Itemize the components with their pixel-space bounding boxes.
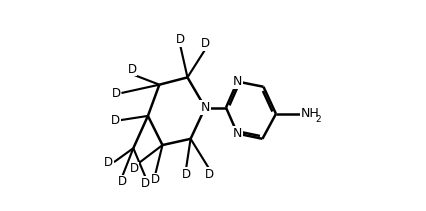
Text: D: D	[104, 156, 113, 169]
Text: D: D	[175, 33, 184, 46]
Text: D: D	[141, 177, 150, 190]
Text: N: N	[232, 127, 242, 140]
Text: N: N	[200, 101, 209, 114]
Text: D: D	[127, 63, 137, 76]
Text: D: D	[112, 87, 121, 100]
Text: D: D	[201, 37, 210, 50]
Text: NH: NH	[300, 107, 319, 120]
Text: D: D	[181, 168, 190, 181]
Text: D: D	[150, 173, 159, 186]
Text: 2: 2	[314, 115, 320, 123]
Text: D: D	[118, 175, 127, 188]
Text: D: D	[204, 168, 213, 181]
Text: D: D	[129, 162, 138, 175]
Text: N: N	[232, 75, 242, 88]
Text: D: D	[111, 114, 120, 127]
